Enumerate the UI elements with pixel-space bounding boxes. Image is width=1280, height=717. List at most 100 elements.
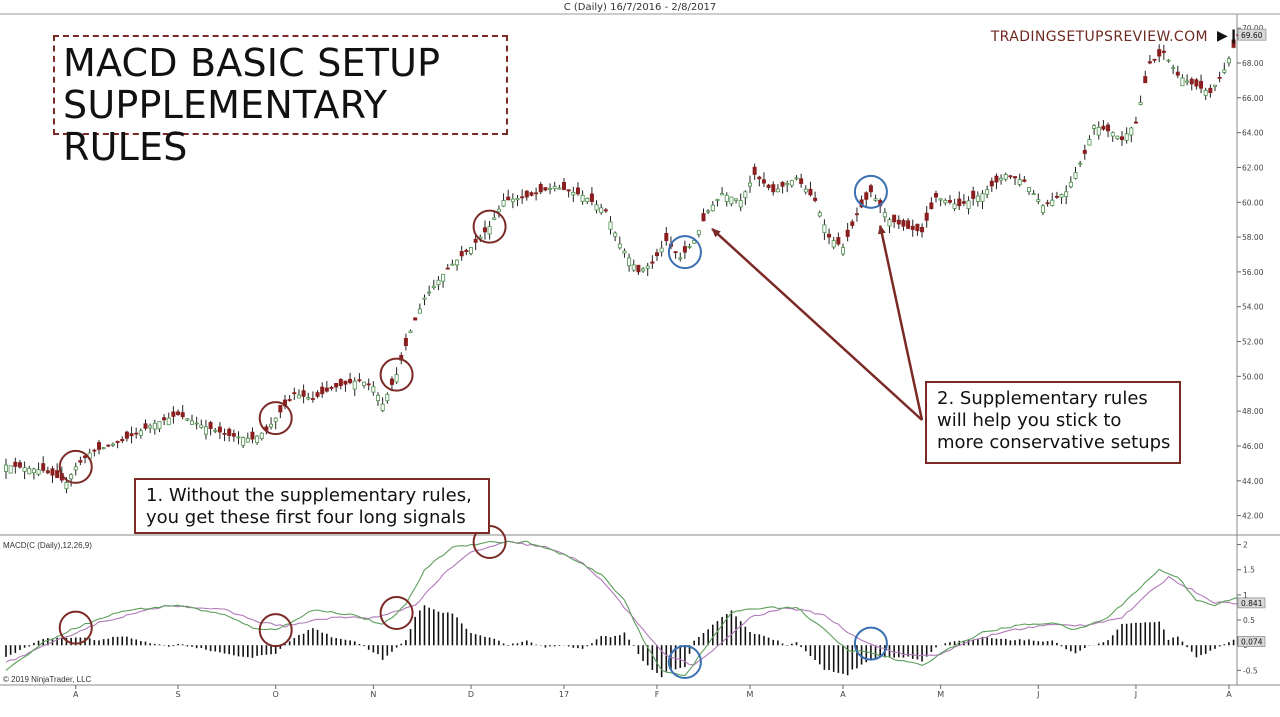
candle-body: [831, 240, 836, 248]
candle-body: [385, 393, 390, 402]
candle-body: [1022, 179, 1027, 182]
candle-body: [1073, 172, 1078, 179]
candle-body: [1175, 71, 1180, 76]
candle-body: [310, 398, 315, 400]
candle-body: [13, 461, 18, 467]
candle-body: [901, 220, 906, 227]
signal-circle-price: [472, 209, 507, 244]
candle-body: [352, 380, 357, 390]
candle-body: [343, 380, 348, 385]
candle-body: [761, 179, 766, 184]
candle-body: [664, 232, 669, 241]
candle-body: [1199, 80, 1204, 89]
candle-body: [50, 468, 55, 476]
candle-body: [1054, 195, 1059, 198]
candle-body: [520, 196, 525, 199]
candle-body: [422, 297, 427, 300]
candle-body: [868, 185, 873, 193]
candle-body: [757, 176, 762, 180]
candle-body: [45, 470, 50, 474]
candle-body: [943, 200, 948, 204]
candle-body: [403, 338, 408, 346]
candle-body: [906, 220, 911, 229]
note2-line2: will help you stick to: [937, 410, 1122, 431]
candle-body: [1031, 193, 1036, 195]
candle-body: [655, 252, 660, 257]
candle-body: [1096, 127, 1101, 136]
candle-body: [636, 264, 641, 273]
candle-body: [1203, 90, 1208, 96]
note2-line1: 2. Supplementary rules: [937, 388, 1148, 409]
price-tick-label: 64.00: [1242, 129, 1264, 138]
candle-body: [724, 194, 729, 202]
signal-circle-price: [379, 357, 414, 392]
candle-body: [659, 247, 664, 253]
candle-body: [841, 247, 846, 255]
candle-body: [743, 191, 748, 198]
candle-body: [375, 395, 380, 402]
candle-body: [813, 197, 818, 201]
brand-watermark: TRADINGSETUPSREVIEW.COM: [990, 29, 1208, 45]
candle-body: [594, 204, 599, 211]
macd-tick-label: -0.5: [1243, 666, 1258, 675]
play-end-icon[interactable]: ▶❙: [1217, 27, 1240, 43]
candle-body: [236, 436, 241, 439]
candle-body: [673, 251, 678, 254]
candle-body: [566, 189, 571, 192]
candle-body: [1087, 139, 1092, 146]
candle-body: [1013, 176, 1018, 179]
candle-body: [729, 196, 734, 205]
candle-body: [1059, 194, 1064, 198]
annotation-layer: [58, 174, 924, 680]
candle-body: [789, 180, 794, 186]
candle-body: [562, 182, 567, 190]
price-tick-label: 46.00: [1242, 442, 1264, 451]
candle-body: [966, 200, 971, 209]
candle-body: [176, 411, 181, 416]
candle-body: [822, 224, 827, 234]
macd-line: [5, 540, 1239, 676]
candle-body: [1045, 202, 1050, 205]
candle-body: [715, 198, 720, 201]
candle-body: [1138, 102, 1143, 105]
candle-body: [1064, 191, 1069, 197]
candle-body: [1101, 125, 1106, 130]
candle-body: [269, 423, 274, 428]
candle-body: [817, 212, 822, 217]
x-axis: A S O N D 17 F M A M J J A: [73, 685, 1232, 699]
signal-circle-macd: [379, 596, 414, 631]
candle-body: [8, 465, 13, 474]
candle-body: [464, 249, 469, 253]
candle-body: [292, 392, 297, 395]
candle-body: [1208, 87, 1213, 93]
candle-body: [1106, 124, 1111, 132]
candle-body: [887, 219, 892, 227]
candle-body: [492, 217, 497, 220]
candle-body: [1185, 80, 1190, 83]
candle-body: [524, 190, 529, 198]
signal-circle-price: [58, 449, 93, 484]
candle-body: [752, 166, 757, 175]
candle-body: [580, 194, 585, 202]
candle-body: [431, 285, 436, 288]
price-tick-label: 68.00: [1242, 59, 1264, 68]
candle-body: [534, 192, 539, 195]
candle-body: [738, 200, 743, 208]
candle-body: [180, 412, 185, 418]
candle-body: [557, 187, 562, 190]
candle-body: [455, 259, 460, 266]
last-price-label: 69.60: [1241, 31, 1263, 40]
candle-body: [357, 379, 362, 382]
candle-body: [408, 330, 413, 334]
price-tick-label: 52.00: [1242, 338, 1264, 347]
candle-body: [362, 381, 367, 386]
candle-body: [589, 193, 594, 202]
candle-body: [748, 182, 753, 187]
candle-body: [427, 291, 432, 294]
candle-body: [506, 196, 511, 201]
candle-body: [1213, 84, 1218, 87]
candle-body: [1027, 187, 1032, 193]
candle-body: [571, 191, 576, 196]
candle-body: [947, 200, 952, 203]
candle-body: [613, 232, 618, 237]
